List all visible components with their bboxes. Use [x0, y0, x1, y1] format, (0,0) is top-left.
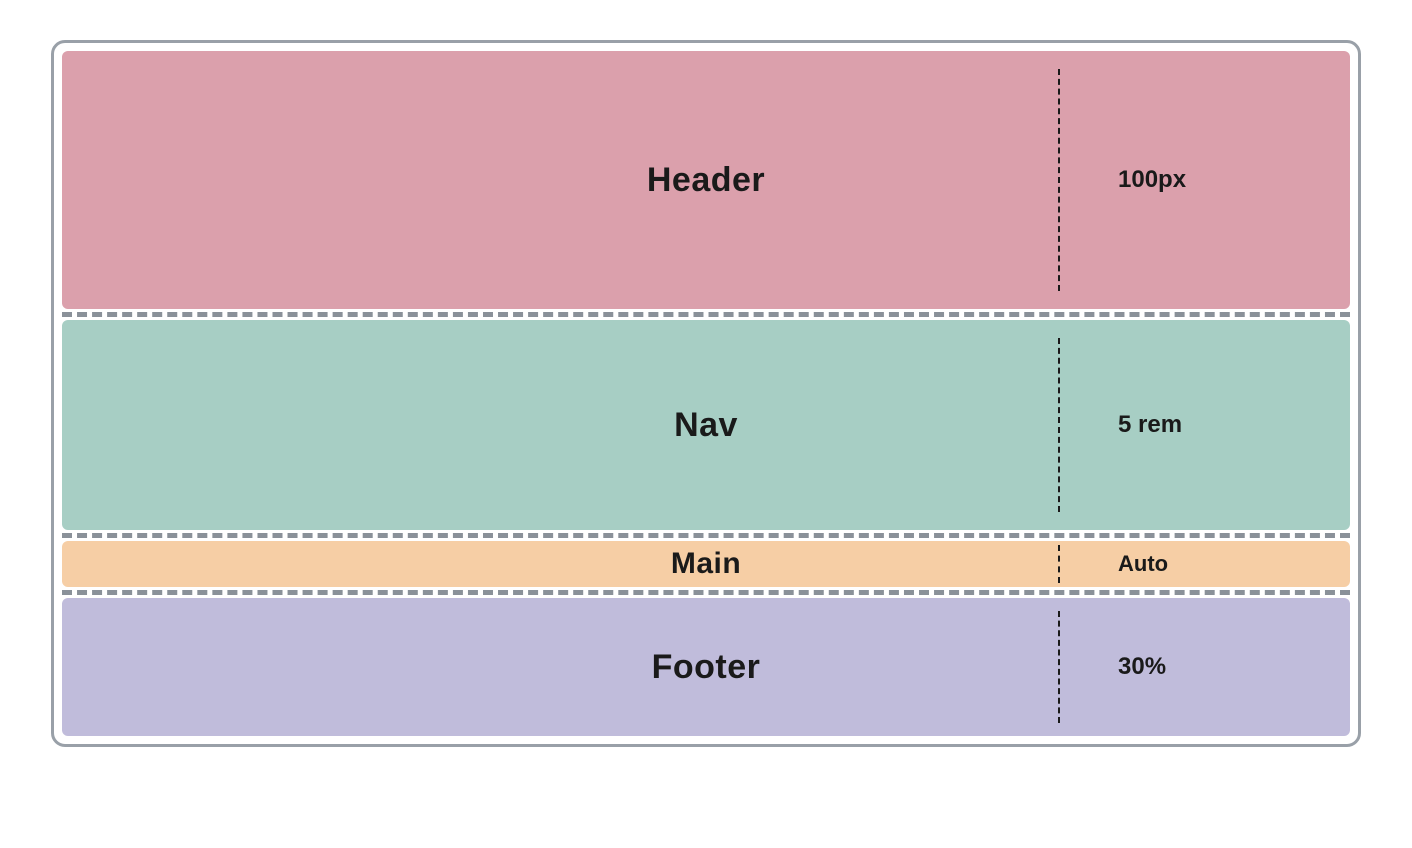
nav-size-label: 5 rem [1118, 411, 1182, 439]
footer-size-label: 30% [1118, 653, 1166, 681]
main-size-marker: Auto [1058, 541, 1060, 587]
main-size-label: Auto [1118, 551, 1168, 577]
footer-label: Footer [652, 648, 761, 687]
nav-size-marker: 5 rem [1058, 320, 1060, 530]
grid-divider [62, 533, 1350, 538]
nav-size-line [1058, 338, 1060, 512]
main-row: Main Auto [62, 541, 1350, 587]
header-label: Header [647, 161, 765, 200]
header-row: Header 100px [62, 51, 1350, 309]
grid-divider [62, 312, 1350, 317]
nav-row: Nav 5 rem [62, 320, 1350, 530]
footer-row: Footer 30% [62, 598, 1350, 736]
footer-size-line [1058, 611, 1060, 723]
grid-divider [62, 590, 1350, 595]
header-size-line [1058, 69, 1060, 291]
rows-stack: Header 100px Nav 5 rem Main Auto Footer 30% [62, 51, 1350, 736]
main-size-line [1058, 545, 1060, 583]
footer-size-marker: 30% [1058, 598, 1060, 736]
layout-diagram-container: Header 100px Nav 5 rem Main Auto Footer 30% [51, 40, 1361, 747]
nav-label: Nav [674, 406, 738, 445]
header-size-marker: 100px [1058, 51, 1060, 309]
main-label: Main [671, 547, 741, 581]
header-size-label: 100px [1118, 166, 1186, 194]
